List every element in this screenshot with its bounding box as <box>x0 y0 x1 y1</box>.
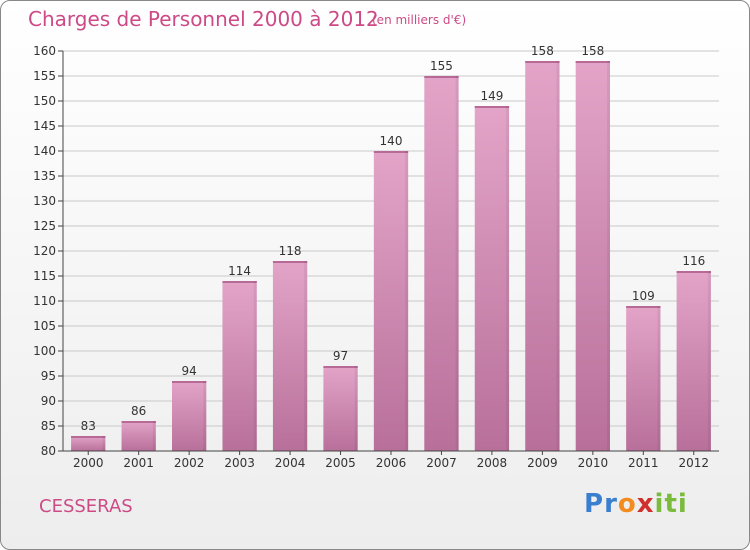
y-tick-label: 130 <box>33 194 56 208</box>
bar <box>424 76 458 451</box>
bar <box>374 151 408 451</box>
bar-top-edge <box>172 381 206 383</box>
bar-top-edge <box>525 61 559 63</box>
x-tick-label: 2006 <box>376 456 407 470</box>
bar <box>71 436 105 451</box>
x-tick-label: 2004 <box>275 456 306 470</box>
bar <box>626 306 660 451</box>
y-tick-label: 105 <box>33 319 56 333</box>
proxiti-logo: Proxiti <box>584 489 688 519</box>
bar-top-edge <box>626 306 660 308</box>
bar-shade <box>102 436 105 451</box>
bar <box>172 381 206 451</box>
logo-letter: t <box>664 489 677 519</box>
bar-value-label: 118 <box>279 244 302 258</box>
bar-shade <box>355 366 358 451</box>
bar-shade <box>657 306 660 451</box>
bar-top-edge <box>222 281 256 283</box>
x-tick-label: 2008 <box>477 456 508 470</box>
y-tick-label: 135 <box>33 169 56 183</box>
bar <box>475 106 509 451</box>
bar <box>525 61 559 451</box>
bar <box>122 421 156 451</box>
x-tick-label: 2010 <box>578 456 609 470</box>
bar-value-label: 149 <box>480 89 503 103</box>
logo-letter: i <box>655 489 665 519</box>
bar-value-label: 109 <box>632 289 655 303</box>
y-tick-label: 155 <box>33 69 56 83</box>
bar <box>677 271 711 451</box>
y-tick-label: 100 <box>33 344 56 358</box>
y-tick-label: 125 <box>33 219 56 233</box>
y-tick-label: 80 <box>41 444 56 458</box>
bar-value-label: 158 <box>531 44 554 58</box>
bar-top-edge <box>122 421 156 423</box>
x-tick-label: 2005 <box>325 456 356 470</box>
bar-shade <box>153 421 156 451</box>
y-tick-label: 140 <box>33 144 56 158</box>
x-tick-label: 2003 <box>224 456 255 470</box>
bar-value-label: 114 <box>228 264 251 278</box>
y-tick-label: 150 <box>33 94 56 108</box>
x-tick-label: 2000 <box>73 456 104 470</box>
bar-shade <box>405 151 408 451</box>
logo-letter: P <box>584 489 604 519</box>
bar-top-edge <box>71 436 105 438</box>
bar-shade <box>203 381 206 451</box>
bar-top-edge <box>677 271 711 273</box>
bar-shade <box>304 261 307 451</box>
commune-name: CESSERAS <box>39 496 133 517</box>
bar <box>576 61 610 451</box>
bar <box>273 261 307 451</box>
bar-shade <box>607 61 610 451</box>
bar-shade <box>557 61 560 451</box>
bar-value-label: 116 <box>682 254 705 268</box>
logo-letter: i <box>678 489 688 519</box>
bar-shade <box>254 281 257 451</box>
logo-letter: r <box>604 489 618 519</box>
bar-top-edge <box>374 151 408 153</box>
x-tick-label: 2011 <box>628 456 659 470</box>
bar-value-label: 155 <box>430 59 453 73</box>
x-tick-label: 2007 <box>426 456 457 470</box>
bar-top-edge <box>475 106 509 108</box>
logo-letter: x <box>637 489 655 519</box>
y-tick-label: 115 <box>33 269 56 283</box>
x-tick-label: 2002 <box>174 456 205 470</box>
y-tick-label: 110 <box>33 294 56 308</box>
bar-shade <box>506 106 509 451</box>
bar-top-edge <box>424 76 458 78</box>
bar <box>222 281 256 451</box>
x-tick-label: 2001 <box>123 456 154 470</box>
y-tick-label: 85 <box>41 419 56 433</box>
logo-letter: o <box>618 489 637 519</box>
bar-value-label: 97 <box>333 349 348 363</box>
x-tick-label: 2009 <box>527 456 558 470</box>
y-tick-label: 90 <box>41 394 56 408</box>
y-tick-label: 120 <box>33 244 56 258</box>
y-tick-label: 95 <box>41 369 56 383</box>
bar-value-label: 83 <box>81 419 96 433</box>
bar-shade <box>708 271 711 451</box>
bar-value-label: 86 <box>131 404 146 418</box>
bar-value-label: 158 <box>581 44 604 58</box>
bar-top-edge <box>273 261 307 263</box>
bar-value-label: 140 <box>380 134 403 148</box>
bar-shade <box>456 76 459 451</box>
y-tick-label: 160 <box>33 44 56 58</box>
bar-top-edge <box>323 366 357 368</box>
x-tick-label: 2012 <box>678 456 709 470</box>
bar-top-edge <box>576 61 610 63</box>
y-tick-label: 145 <box>33 119 56 133</box>
bar <box>323 366 357 451</box>
bar-value-label: 94 <box>182 364 197 378</box>
